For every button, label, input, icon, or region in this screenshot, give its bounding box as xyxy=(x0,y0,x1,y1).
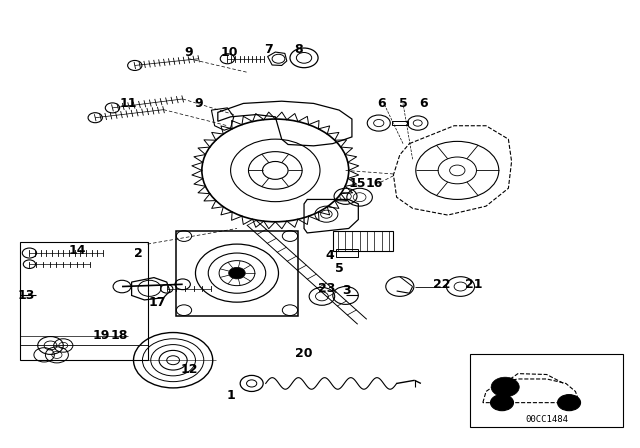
Text: 6: 6 xyxy=(419,97,428,110)
Text: 00CC1484: 00CC1484 xyxy=(525,415,568,424)
Text: 5: 5 xyxy=(335,262,344,275)
Text: 23: 23 xyxy=(317,282,335,295)
Text: 4: 4 xyxy=(325,249,334,262)
Bar xyxy=(392,121,408,125)
Bar xyxy=(470,353,623,427)
Text: 22: 22 xyxy=(433,278,450,291)
Text: 1: 1 xyxy=(226,389,235,402)
Bar xyxy=(333,231,394,251)
Text: 20: 20 xyxy=(295,347,313,360)
Text: 11: 11 xyxy=(120,97,137,110)
Text: 17: 17 xyxy=(148,296,166,309)
Text: 10: 10 xyxy=(221,46,238,59)
Text: 15: 15 xyxy=(348,177,366,190)
Circle shape xyxy=(167,356,179,365)
Bar xyxy=(176,231,298,315)
Bar xyxy=(336,250,358,258)
Text: 8: 8 xyxy=(294,43,303,56)
Text: 19: 19 xyxy=(93,329,110,342)
Circle shape xyxy=(228,267,245,279)
Text: 5: 5 xyxy=(399,97,408,110)
Text: 6: 6 xyxy=(378,97,387,110)
Text: 13: 13 xyxy=(17,289,35,302)
Circle shape xyxy=(490,395,513,411)
Circle shape xyxy=(262,161,288,179)
Text: 7: 7 xyxy=(264,43,273,56)
Text: 21: 21 xyxy=(465,278,482,291)
Text: 2: 2 xyxy=(134,246,142,259)
Circle shape xyxy=(491,377,519,397)
Text: 9: 9 xyxy=(185,46,193,59)
Text: 14: 14 xyxy=(68,244,86,257)
Text: 16: 16 xyxy=(365,177,383,190)
Text: 12: 12 xyxy=(180,362,198,376)
Circle shape xyxy=(450,165,465,176)
Text: 3: 3 xyxy=(342,284,351,297)
Text: 9: 9 xyxy=(195,97,203,110)
Circle shape xyxy=(557,395,580,411)
Bar xyxy=(20,242,148,360)
Text: 18: 18 xyxy=(110,329,127,342)
